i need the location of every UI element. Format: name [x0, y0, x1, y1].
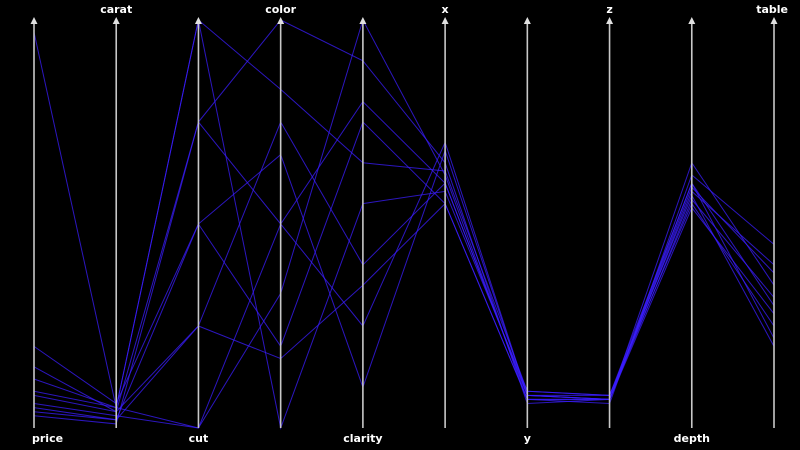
data-lines-layer: [33, 18, 775, 430]
axis-label-clarity: clarity: [343, 432, 382, 445]
data-line-9: [33, 100, 775, 413]
data-line-1: [33, 121, 775, 421]
axis-arrow-color: [277, 17, 285, 24]
axis-arrow-table: [770, 17, 778, 24]
axis-labels-layer: price carat cut color clarity x y z depth table: [32, 3, 788, 445]
axis-arrow-cut: [194, 17, 202, 24]
axis-arrow-carat: [112, 17, 120, 24]
axis-label-carat: carat: [100, 3, 132, 16]
data-line-2: [33, 120, 775, 413]
axis-arrow-z: [606, 17, 614, 24]
data-line-7: [33, 202, 775, 421]
axis-label-price: price: [32, 432, 63, 445]
data-line-6: [33, 149, 775, 405]
axes-layer: [30, 17, 778, 428]
axis-label-y: y: [524, 432, 531, 445]
axis-arrow-price: [30, 17, 38, 24]
axis-arrow-x: [441, 17, 449, 24]
data-line-0: [33, 32, 775, 429]
data-line-3: [33, 19, 775, 425]
axis-arrow-depth: [688, 17, 696, 24]
data-line-8: [33, 19, 775, 409]
axis-label-z: z: [606, 3, 612, 16]
axis-label-depth: depth: [674, 432, 710, 445]
axis-label-table: table: [756, 3, 788, 16]
axis-label-color: color: [265, 3, 296, 16]
axis-arrow-clarity: [359, 17, 367, 24]
axis-arrow-y: [523, 17, 531, 24]
axis-label-x: x: [442, 3, 449, 16]
axis-label-cut: cut: [189, 432, 209, 445]
